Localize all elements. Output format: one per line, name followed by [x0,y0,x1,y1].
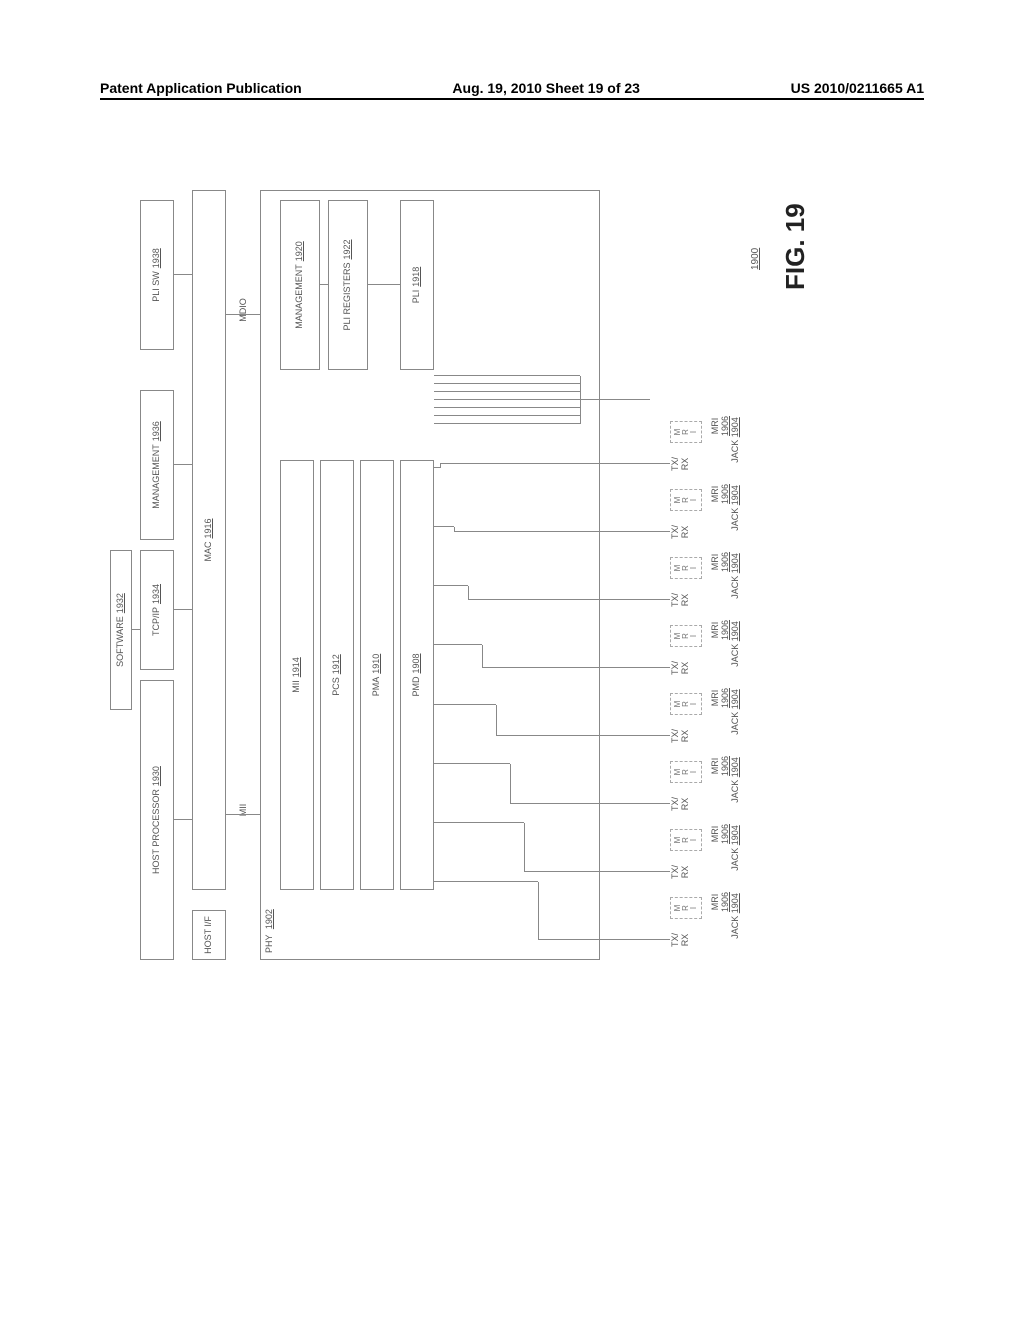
diagram-rotated: SOFTWARE 1932 HOST PROCESSOR 1930 TCP/IP 1… [110,170,910,970]
jack-label-3: JACK 1904 [730,680,740,744]
mac-box: MAC 1916 [192,190,226,890]
txrx-3: TX/RX [670,724,690,748]
header-center: Aug. 19, 2010 Sheet 19 of 23 [452,80,640,96]
mii-label: MII [238,790,248,830]
jack-label-0: JACK 1904 [730,884,740,948]
jack-label-7: JACK 1904 [730,408,740,472]
right-pli: PLI 1918 [400,200,434,370]
mri-box-7: MRI [670,421,702,443]
mri-box-3: MRI [670,693,702,715]
txrx-1: TX/RX [670,860,690,884]
diagram-container: SOFTWARE 1932HOST PROCESSOR 1930TCP/IP 1… [170,230,850,1030]
right-pli-registers: PLI REGISTERS 1922 [328,200,368,370]
mri-label-1: MRI1906 [710,816,730,852]
jack-label-4: JACK 1904 [730,612,740,676]
txrx-4: TX/RX [670,656,690,680]
jack-label-6: JACK 1904 [730,476,740,540]
mri-box-0: MRI [670,897,702,919]
header-right: US 2010/0211665 A1 [791,80,924,96]
txrx-7: TX/RX [670,452,690,476]
txrx-6: TX/RX [670,520,690,544]
mri-label-7: MRI1906 [710,408,730,444]
mri-box-4: MRI [670,625,702,647]
software-box: SOFTWARE 1932 [110,550,132,710]
figure-ref: 1900 [750,248,761,270]
host-if-box: HOST I/F [192,910,226,960]
phy-layer-pcs: PCS 1912 [320,460,354,890]
mri-label-4: MRI1906 [710,612,730,648]
header-left: Patent Application Publication [100,80,302,96]
mri-label-2: MRI1906 [710,748,730,784]
host-processor-box: HOST PROCESSOR 1930 [140,680,174,960]
txrx-2: TX/RX [670,792,690,816]
mri-label-0: MRI1906 [710,884,730,920]
phy-layer-pmd: PMD 1908 [400,460,434,890]
jack-label-2: JACK 1904 [730,748,740,812]
txrx-0: TX/RX [670,928,690,952]
phy-layer-mii: MII 1914 [280,460,314,890]
mri-label-5: MRI1906 [710,544,730,580]
jack-label-5: JACK 1904 [730,544,740,608]
tcpip-box: TCP/IP 1934 [140,550,174,670]
mri-label-6: MRI1906 [710,476,730,512]
mri-box-5: MRI [670,557,702,579]
mri-box-2: MRI [670,761,702,783]
plisw-box: PLI SW 1938 [140,200,174,350]
txrx-5: TX/RX [670,588,690,612]
mdio-label: MDIO [238,290,248,330]
right-management: MANAGEMENT 1920 [280,200,320,370]
phy-layer-pma: PMA 1910 [360,460,394,890]
jack-label-1: JACK 1904 [730,816,740,880]
mri-box-6: MRI [670,489,702,511]
management-sw-box: MANAGEMENT 1936 [140,390,174,540]
figure-label: FIG. 19 [780,203,811,290]
mri-box-1: MRI [670,829,702,851]
mri-label-3: MRI1906 [710,680,730,716]
